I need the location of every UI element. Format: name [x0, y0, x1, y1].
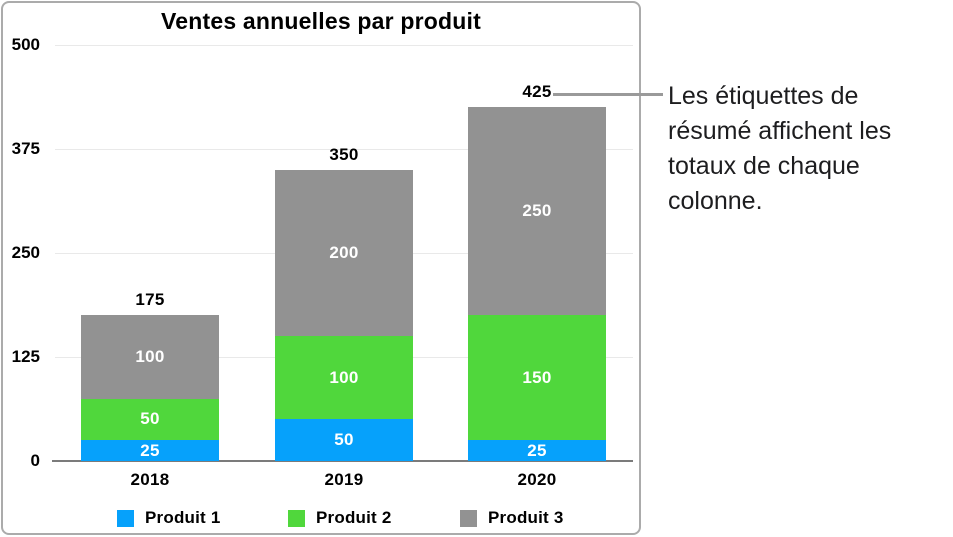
bar-segment-label: 250	[522, 201, 552, 221]
gridline	[55, 149, 633, 150]
callout-connector-line	[553, 93, 663, 96]
legend-label: Produit 3	[488, 508, 564, 527]
legend-label: Produit 2	[316, 508, 392, 527]
legend-item: Produit 1	[117, 506, 220, 530]
legend-swatch-icon	[460, 509, 477, 527]
callout-text: Les étiquettes de résumé affichent les t…	[668, 82, 892, 215]
bar-total-label: 175	[135, 290, 165, 310]
bar-total-label: 425	[522, 82, 552, 102]
bar-segment: 50	[81, 398, 219, 441]
gridline	[55, 45, 633, 46]
bar-segment: 25	[468, 440, 606, 461]
bar-segment-label: 100	[329, 367, 359, 387]
y-tick-label: 0	[30, 451, 40, 470]
bar-segment-label: 25	[527, 440, 547, 460]
bar-segment-label: 50	[334, 430, 354, 450]
bar-segment-label: 200	[329, 242, 359, 262]
bar-segment: 200	[275, 169, 413, 337]
legend-swatch-icon	[117, 509, 134, 527]
bar-segment-label: 100	[135, 346, 165, 366]
bar-segment-label: 150	[522, 367, 552, 387]
bar-segment: 50	[275, 419, 413, 461]
bar-segment: 25	[81, 440, 219, 461]
legend-label: Produit 1	[145, 508, 221, 527]
chart-title: Ventes annuelles par produit	[160, 8, 481, 34]
bar-total-label: 350	[329, 144, 359, 164]
bar-segment-label: 50	[140, 409, 160, 429]
legend-swatch-icon	[288, 509, 305, 527]
y-tick-label: 500	[11, 35, 40, 54]
y-tick-label: 125	[11, 347, 40, 366]
bar-segment: 100	[275, 336, 413, 420]
y-tick-label: 250	[11, 243, 40, 262]
bar-segment-label: 25	[140, 440, 160, 460]
x-tick-label: 2018	[130, 470, 170, 489]
x-tick-label: 2020	[517, 470, 557, 489]
y-tick-label: 375	[11, 139, 40, 158]
legend-item: Produit 2	[288, 506, 391, 530]
x-axis-line	[52, 460, 633, 462]
bar-segment: 100	[81, 315, 219, 399]
bar-segment: 250	[468, 107, 606, 316]
bar-segment: 150	[468, 315, 606, 441]
x-tick-label: 2019	[324, 470, 364, 489]
legend-item: Produit 3	[460, 506, 563, 530]
